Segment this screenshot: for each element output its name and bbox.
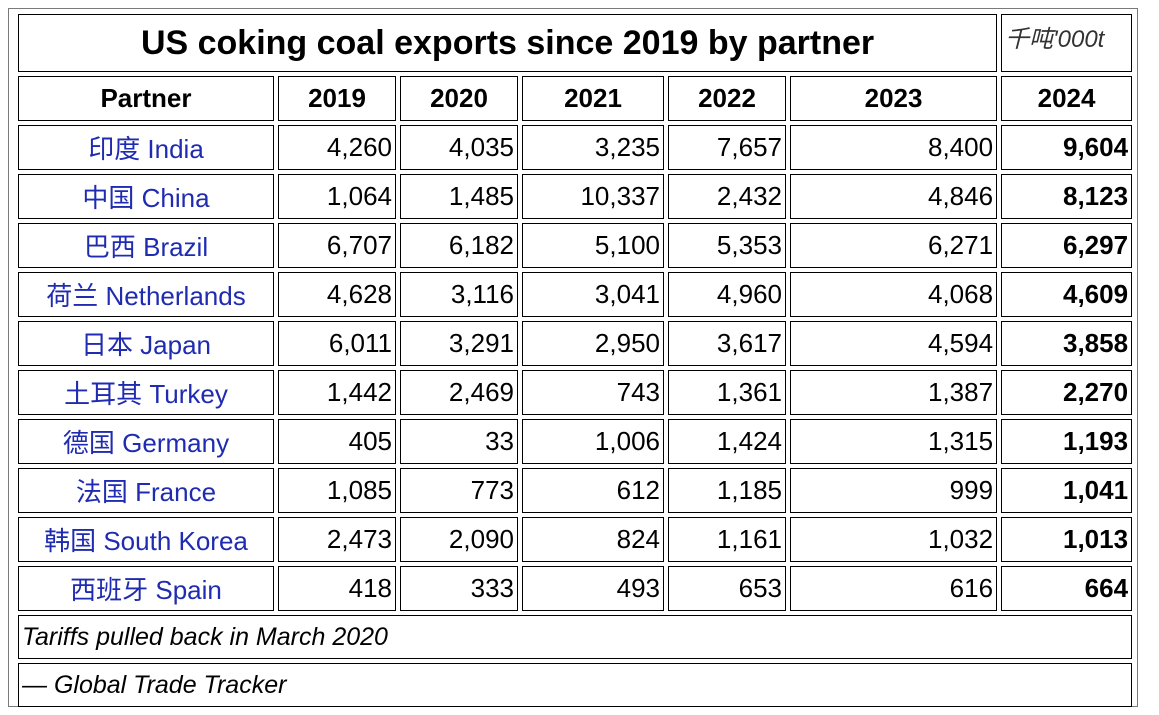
value-cell-2021: 824: [522, 517, 664, 562]
value-cell-2023: 1,387: [790, 370, 998, 415]
value-cell-2020: 773: [400, 468, 518, 513]
value-cell-2023: 8,400: [790, 125, 998, 170]
value-cell-2019: 4,628: [278, 272, 396, 317]
value-cell-2022: 4,960: [668, 272, 786, 317]
partner-cell: 西班牙 Spain: [18, 566, 274, 611]
partner-cell: 土耳其 Turkey: [18, 370, 274, 415]
partner-cell: 韩国 South Korea: [18, 517, 274, 562]
value-cell-2019: 4,260: [278, 125, 396, 170]
value-cell-2021: 743: [522, 370, 664, 415]
value-cell-2022: 1,185: [668, 468, 786, 513]
partner-cell: 印度 India: [18, 125, 274, 170]
table-row: 德国 Germany 405 33 1,006 1,424 1,315 1,193: [18, 419, 1133, 464]
value-cell-2021: 493: [522, 566, 664, 611]
value-cell-2021: 10,337: [522, 174, 664, 219]
value-cell-2024: 6,297: [1001, 223, 1133, 268]
value-cell-2023: 616: [790, 566, 998, 611]
note-row: Tariffs pulled back in March 2020: [18, 615, 1133, 659]
header-row: Partner 2019 2020 2021 2022 2023 2024: [18, 76, 1133, 121]
column-header-2020: 2020: [400, 76, 518, 121]
value-cell-2020: 1,485: [400, 174, 518, 219]
partner-cell: 德国 Germany: [18, 419, 274, 464]
unit-label: 千吨'000t: [1001, 14, 1133, 72]
column-header-partner: Partner: [18, 76, 274, 121]
value-cell-2019: 1,064: [278, 174, 396, 219]
partner-cell: 日本 Japan: [18, 321, 274, 366]
value-cell-2022: 1,424: [668, 419, 786, 464]
value-cell-2024: 9,604: [1001, 125, 1133, 170]
value-cell-2024: 3,858: [1001, 321, 1133, 366]
value-cell-2019: 1,085: [278, 468, 396, 513]
value-cell-2022: 653: [668, 566, 786, 611]
value-cell-2021: 5,100: [522, 223, 664, 268]
value-cell-2022: 1,361: [668, 370, 786, 415]
table-row: 西班牙 Spain 418 333 493 653 616 664: [18, 566, 1133, 611]
column-header-2019: 2019: [278, 76, 396, 121]
column-header-2024: 2024: [1001, 76, 1133, 121]
value-cell-2022: 5,353: [668, 223, 786, 268]
value-cell-2022: 3,617: [668, 321, 786, 366]
value-cell-2020: 2,469: [400, 370, 518, 415]
value-cell-2021: 3,235: [522, 125, 664, 170]
value-cell-2020: 6,182: [400, 223, 518, 268]
column-header-2023: 2023: [790, 76, 998, 121]
value-cell-2024: 8,123: [1001, 174, 1133, 219]
table-row: 日本 Japan 6,011 3,291 2,950 3,617 4,594 3,858: [18, 321, 1133, 366]
partner-cell: 巴西 Brazil: [18, 223, 274, 268]
partner-cell: 法国 France: [18, 468, 274, 513]
note-row: — Global Trade Tracker: [18, 663, 1133, 707]
table-row: 法国 France 1,085 773 612 1,185 999 1,041: [18, 468, 1133, 513]
footnote: Tariffs pulled back in March 2020: [18, 615, 1133, 659]
partner-cell: 荷兰 Netherlands: [18, 272, 274, 317]
value-cell-2019: 2,473: [278, 517, 396, 562]
value-cell-2022: 2,432: [668, 174, 786, 219]
value-cell-2020: 2,090: [400, 517, 518, 562]
value-cell-2019: 405: [278, 419, 396, 464]
value-cell-2023: 4,846: [790, 174, 998, 219]
value-cell-2020: 4,035: [400, 125, 518, 170]
value-cell-2020: 3,116: [400, 272, 518, 317]
source-note: — Global Trade Tracker: [18, 663, 1133, 707]
value-cell-2024: 664: [1001, 566, 1133, 611]
exports-table: US coking coal exports since 2019 by par…: [14, 10, 1136, 711]
value-cell-2020: 3,291: [400, 321, 518, 366]
table-row: 中国 China 1,064 1,485 10,337 2,432 4,846 8,123: [18, 174, 1133, 219]
table-row: 印度 India 4,260 4,035 3,235 7,657 8,400 9,604: [18, 125, 1133, 170]
column-header-2021: 2021: [522, 76, 664, 121]
partner-cell: 中国 China: [18, 174, 274, 219]
column-header-2022: 2022: [668, 76, 786, 121]
table-row: 荷兰 Netherlands 4,628 3,116 3,041 4,960 4,068 4…: [18, 272, 1133, 317]
table-row: 巴西 Brazil 6,707 6,182 5,100 5,353 6,271 6,297: [18, 223, 1133, 268]
table-row: 韩国 South Korea 2,473 2,090 824 1,161 1,032 1,0…: [18, 517, 1133, 562]
value-cell-2023: 4,594: [790, 321, 998, 366]
value-cell-2019: 418: [278, 566, 396, 611]
value-cell-2024: 1,193: [1001, 419, 1133, 464]
value-cell-2021: 612: [522, 468, 664, 513]
value-cell-2024: 2,270: [1001, 370, 1133, 415]
value-cell-2021: 1,006: [522, 419, 664, 464]
value-cell-2022: 1,161: [668, 517, 786, 562]
value-cell-2019: 1,442: [278, 370, 396, 415]
value-cell-2024: 1,013: [1001, 517, 1133, 562]
value-cell-2022: 7,657: [668, 125, 786, 170]
value-cell-2019: 6,011: [278, 321, 396, 366]
value-cell-2020: 333: [400, 566, 518, 611]
value-cell-2024: 4,609: [1001, 272, 1133, 317]
table-title: US coking coal exports since 2019 by par…: [18, 14, 998, 72]
value-cell-2021: 3,041: [522, 272, 664, 317]
value-cell-2023: 1,032: [790, 517, 998, 562]
value-cell-2023: 6,271: [790, 223, 998, 268]
value-cell-2024: 1,041: [1001, 468, 1133, 513]
value-cell-2021: 2,950: [522, 321, 664, 366]
value-cell-2023: 999: [790, 468, 998, 513]
value-cell-2023: 4,068: [790, 272, 998, 317]
value-cell-2019: 6,707: [278, 223, 396, 268]
value-cell-2020: 33: [400, 419, 518, 464]
value-cell-2023: 1,315: [790, 419, 998, 464]
table-row: 土耳其 Turkey 1,442 2,469 743 1,361 1,387 2,270: [18, 370, 1133, 415]
